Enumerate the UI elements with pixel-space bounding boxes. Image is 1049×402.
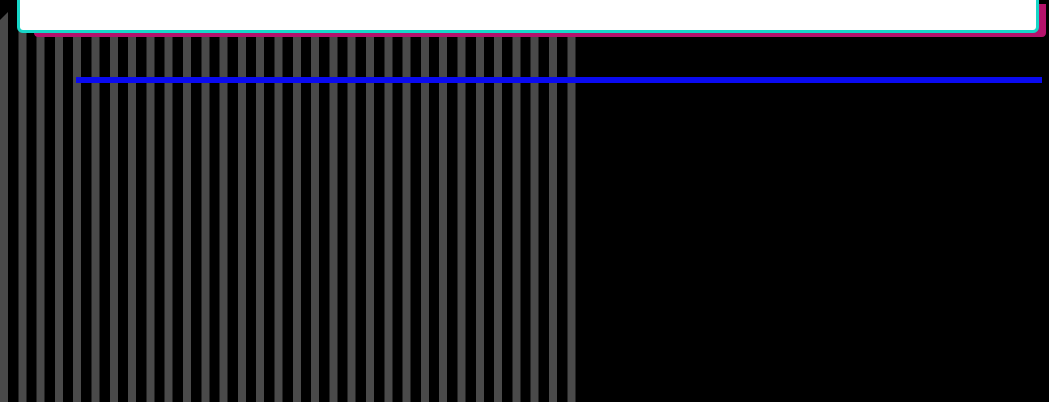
corner-notch	[0, 0, 20, 20]
top-panel[interactable]	[17, 0, 1039, 33]
striped-backdrop	[0, 0, 576, 402]
blue-line	[76, 77, 1042, 83]
